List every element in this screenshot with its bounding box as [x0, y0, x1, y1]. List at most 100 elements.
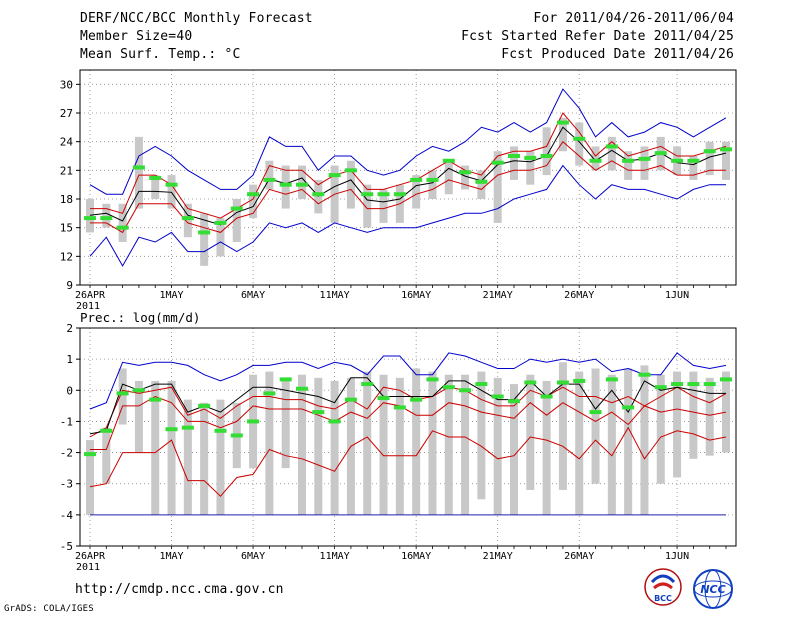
temp-box — [249, 184, 258, 219]
temp-member-marker — [296, 182, 308, 187]
prec-box — [542, 380, 551, 515]
temp-box — [640, 146, 649, 180]
prec-member-marker — [377, 396, 390, 401]
temp-xtick-label: 16MAY — [401, 290, 431, 301]
member-size-label: Member Size=40 — [80, 29, 193, 44]
temp-member-marker — [230, 206, 243, 211]
prec-xtick-label: 26APR — [75, 551, 106, 562]
forecast-period: For 2011/04/26-2011/06/04 — [533, 11, 734, 26]
prec-box — [379, 374, 388, 515]
prec-member-marker — [361, 382, 374, 387]
prec-box — [298, 374, 306, 515]
prec-box — [151, 380, 160, 515]
prec-line-lower — [90, 395, 727, 450]
temp-box — [705, 141, 714, 176]
temp-xtick-sublabel: 2011 — [76, 301, 100, 312]
temp-member-marker — [393, 192, 406, 197]
temp-member-marker — [605, 144, 618, 149]
prec-member-marker — [296, 386, 308, 391]
prec-line-max — [89, 352, 727, 410]
temp-box — [412, 175, 421, 209]
temp-box — [298, 165, 306, 199]
temp-box — [216, 218, 225, 257]
prec-box — [493, 377, 502, 515]
prec-member-marker — [491, 394, 504, 399]
prec-member-marker — [459, 388, 472, 393]
prec-member-marker — [442, 385, 455, 390]
prec-line-upper — [89, 386, 727, 438]
prec-box — [330, 380, 339, 515]
prec-box — [624, 368, 633, 515]
prec-xtick-label: 6MAY — [241, 551, 265, 562]
temp-member-marker — [491, 160, 504, 165]
prec-member-marker — [344, 397, 357, 402]
temp-xtick-label: 21MAY — [483, 290, 513, 301]
temp-box — [526, 151, 535, 185]
temp-member-marker — [410, 177, 423, 182]
temp-member-marker — [165, 182, 178, 187]
prec-member-marker — [328, 419, 341, 424]
temp-ytick-label: 18 — [60, 193, 73, 206]
prec-box — [314, 377, 323, 515]
temp-line-upper — [90, 112, 727, 219]
temp-box — [607, 136, 616, 171]
prec-box — [444, 374, 453, 515]
temp-box — [118, 203, 127, 242]
prec-ytick-label: -4 — [60, 509, 74, 522]
temp-box — [722, 141, 730, 180]
temp-box — [363, 184, 372, 228]
prec-member-marker — [84, 452, 96, 457]
prec-box — [363, 371, 372, 515]
temp-box — [265, 160, 274, 190]
prec-member-marker — [198, 403, 211, 408]
temp-member-marker — [524, 155, 537, 160]
temp-box — [102, 203, 111, 228]
prec-ytick-label: -2 — [60, 447, 73, 460]
prec-member-marker — [410, 397, 423, 402]
prec-box — [722, 371, 730, 453]
temp-box — [428, 170, 437, 199]
temp-box — [346, 160, 355, 209]
prec-member-marker — [181, 425, 194, 430]
grads-credit: GrADS: COLA/IGES — [4, 604, 94, 614]
bcc-logo-text: BCC — [654, 594, 672, 603]
prec-ytick-label: -5 — [60, 540, 73, 553]
prec-plot-area — [80, 328, 736, 546]
temp-member-marker — [312, 192, 325, 197]
prec-box — [395, 377, 404, 515]
chart-title: DERF/NCC/BCC Monthly Forecast — [80, 11, 313, 26]
footer-url[interactable]: http://cmdp.ncc.cma.gov.cn — [75, 582, 284, 597]
temp-member-marker — [671, 158, 684, 163]
temp-xtick-label: 11MAY — [320, 290, 350, 301]
temp-member-marker — [149, 175, 162, 180]
temp-member-marker — [100, 216, 113, 221]
prec-member-marker — [100, 428, 113, 433]
temp-member-marker — [426, 177, 439, 182]
prec-box — [265, 371, 274, 515]
temp-member-marker — [116, 225, 129, 230]
temp-member-marker — [344, 168, 357, 173]
prec-box — [591, 368, 600, 484]
ncc-logo-text: NCC — [700, 583, 725, 596]
prec-box — [607, 374, 616, 515]
prec-member-marker — [263, 391, 276, 396]
temp-member-marker — [361, 192, 374, 197]
temp-member-marker — [377, 192, 390, 197]
prec-line-mean — [89, 377, 726, 435]
temp-ytick-label: 24 — [60, 136, 74, 149]
temp-member-marker — [654, 151, 667, 156]
temp-member-marker — [328, 173, 341, 178]
prec-member-marker — [589, 410, 602, 415]
precip-title: Prec.: log(mm/d) — [80, 310, 200, 325]
prec-box — [673, 371, 682, 478]
temp-box — [232, 199, 241, 242]
temp-ytick-label: 15 — [60, 222, 73, 235]
prec-member-marker — [475, 382, 488, 387]
prec-ytick-label: 2 — [66, 322, 73, 335]
prec-member-marker — [638, 372, 651, 377]
prec-member-marker — [116, 391, 129, 396]
temp-ytick-label: 21 — [60, 164, 73, 177]
prec-box — [428, 371, 437, 515]
variable-label: Mean Surf. Temp.: °C — [80, 47, 241, 62]
